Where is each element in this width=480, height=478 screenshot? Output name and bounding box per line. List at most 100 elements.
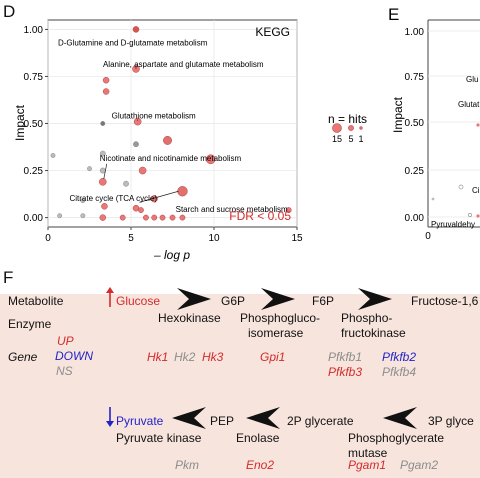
panel-letter-d: D: [3, 2, 16, 21]
panel-e-point: [476, 123, 480, 127]
metabolite-f6p: F6P: [312, 294, 335, 308]
panel-e-annotation-pyruvaldehyde: Pyruvaldehy: [431, 220, 475, 229]
legend-size-5: 5: [348, 134, 353, 144]
x-tick-label: 10: [208, 233, 220, 244]
panel-e-annotation-glutat: Glutat: [458, 100, 480, 109]
data-point: [57, 213, 63, 219]
arrow-left-icon: [172, 407, 206, 429]
y-tick-label: 0.75: [24, 72, 44, 83]
gene-hk3: Hk3: [202, 350, 224, 364]
enzyme-phosphoglycerate-mutase-line1: Phosphoglycerate: [348, 431, 445, 445]
svg-text:0.00: 0.00: [405, 213, 425, 224]
annotation-label: Nicotinate and nicotinamide metabolism: [100, 154, 242, 163]
data-point: [159, 214, 166, 221]
y-tick-label: 1.00: [24, 25, 44, 36]
metabolite-3p-glycerate: 3P glyce: [428, 414, 474, 428]
y-tick-label: 0.50: [24, 119, 44, 130]
data-point: [163, 135, 172, 145]
enzyme-phosphoglucoisomerase-line2: isomerase: [248, 326, 304, 340]
panel-e-point: [431, 197, 435, 201]
axis-ticks: 0.00 0.25 0.50 0.75 1.00 0 5 10 15: [24, 25, 303, 244]
enzyme-phosphofructokinase-line2: fructokinase: [341, 326, 406, 340]
metabolite-glucose: Glucose: [116, 294, 161, 308]
enzyme-phosphofructokinase-line1: Phospho-: [341, 311, 393, 325]
gene-hk2: Hk2: [174, 350, 196, 364]
panel-e-annotation-ci: Ci: [472, 186, 480, 195]
annotations: D-Glutamine and D-glutamate metabolism Al…: [58, 38, 288, 214]
enzyme-phosphoglucoisomerase-line1: Phosphogluco-: [240, 311, 321, 325]
metabolite-pyruvate: Pyruvate: [116, 414, 164, 428]
up-arrow-icon: [106, 287, 114, 307]
x-tick-label: 5: [128, 233, 134, 244]
data-point: [205, 154, 216, 165]
legend-size-1: 1: [358, 134, 363, 144]
gene-pfkfb4: Pfkfb4: [382, 365, 417, 379]
annotation-leader: [139, 190, 179, 203]
plot-area: 0.00 0.25 0.50 0.75 1.00 0 5 10 15 D-Glutamine a…: [24, 19, 303, 244]
legend-ns: NS: [56, 364, 73, 378]
panel-e-point: [468, 213, 472, 217]
data-point: [80, 213, 86, 219]
panel-letter-e: E: [388, 5, 399, 24]
metabolite-pep: PEP: [210, 414, 235, 428]
data-point: [133, 117, 142, 126]
down-arrow-icon: [106, 407, 114, 427]
data-point: [98, 178, 107, 186]
panel-e-y-ticks: 1.00 0.75 0.50 0.25 0.00: [405, 27, 425, 224]
legend-up: UP: [57, 334, 74, 348]
enzyme-hexokinase: Hexokinase: [158, 311, 221, 325]
arrow-right-icon: [177, 288, 211, 310]
kegg-scatter-chart: 0.000.250.500.751.000 5 10 15 D-Glutamine a…: [13, 5, 480, 262]
panel-e-plot: 1.00 0.75 0.50 0.25 0.00 0 Glu Glutat Ci…: [405, 19, 480, 242]
y-tick-label: 0.25: [24, 166, 44, 177]
legend-down: DOWN: [55, 349, 93, 363]
legend-circle-large: [332, 123, 342, 133]
data-point: [50, 153, 56, 158]
data-point: [143, 214, 149, 221]
gene-pfkfb1: Pfkfb1: [328, 350, 363, 364]
data-point: [102, 76, 110, 84]
panel-e-x-tick-0: 0: [425, 231, 431, 242]
data-point: [102, 88, 110, 95]
panel-e-y-axis-label: Impact: [391, 96, 405, 133]
enzyme-pyruvate-kinase: Pyruvate kinase: [116, 431, 202, 445]
data-point: [99, 214, 107, 221]
row-label-enzyme: Enzyme: [8, 317, 52, 331]
annotation-leaders: [103, 66, 179, 203]
metabolite-fructose-1-6: Fructose-1,6: [411, 294, 479, 308]
chart-title: KEGG: [255, 25, 290, 39]
annotation-label: D-Glutamine and D-glutamate metabolism: [58, 38, 208, 47]
data-point: [101, 203, 108, 210]
gene-gpi1: Gpi1: [260, 350, 286, 364]
row-label-metabolite: Metabolite: [8, 294, 64, 308]
data-point: [99, 167, 106, 174]
y-tick-label: 0.00: [24, 213, 44, 224]
size-legend: n = hits 15 5 1: [328, 112, 367, 144]
x-tick-label: 0: [45, 233, 51, 244]
panel-letter-f: F: [3, 268, 14, 287]
data-point: [99, 150, 106, 157]
svg-text:0.75: 0.75: [405, 72, 425, 83]
gene-hk1: Hk1: [147, 350, 169, 364]
data-point: [80, 198, 86, 204]
arrow-right-icon: [261, 288, 295, 310]
data-point: [138, 166, 147, 175]
panel-e-grid: [428, 30, 480, 218]
arrow-left-icon: [383, 407, 417, 429]
svg-text:0.25: 0.25: [405, 166, 425, 177]
fdr-label: FDR < 0.05: [229, 209, 291, 223]
data-point: [138, 207, 144, 213]
legend-title: n = hits: [328, 112, 367, 126]
data-point: [132, 26, 140, 33]
annotation-label: Alanine, aspartate and glutamate metabol…: [103, 60, 264, 69]
metabolite-g6p: G6P: [221, 294, 246, 308]
gene-pfkfb2: Pfkfb2: [382, 350, 417, 364]
annotation-label: Citrate cycle (TCA cycle): [69, 194, 157, 203]
svg-text:1.00: 1.00: [405, 27, 425, 38]
x-axis-label: – log p: [153, 248, 190, 262]
svg-text:0.50: 0.50: [405, 118, 425, 129]
annotation-leader: [103, 163, 108, 179]
legend-circle-small: [359, 126, 363, 130]
annotation-label: Starch and sucrose metabolism: [176, 205, 288, 214]
data-point: [123, 180, 129, 187]
